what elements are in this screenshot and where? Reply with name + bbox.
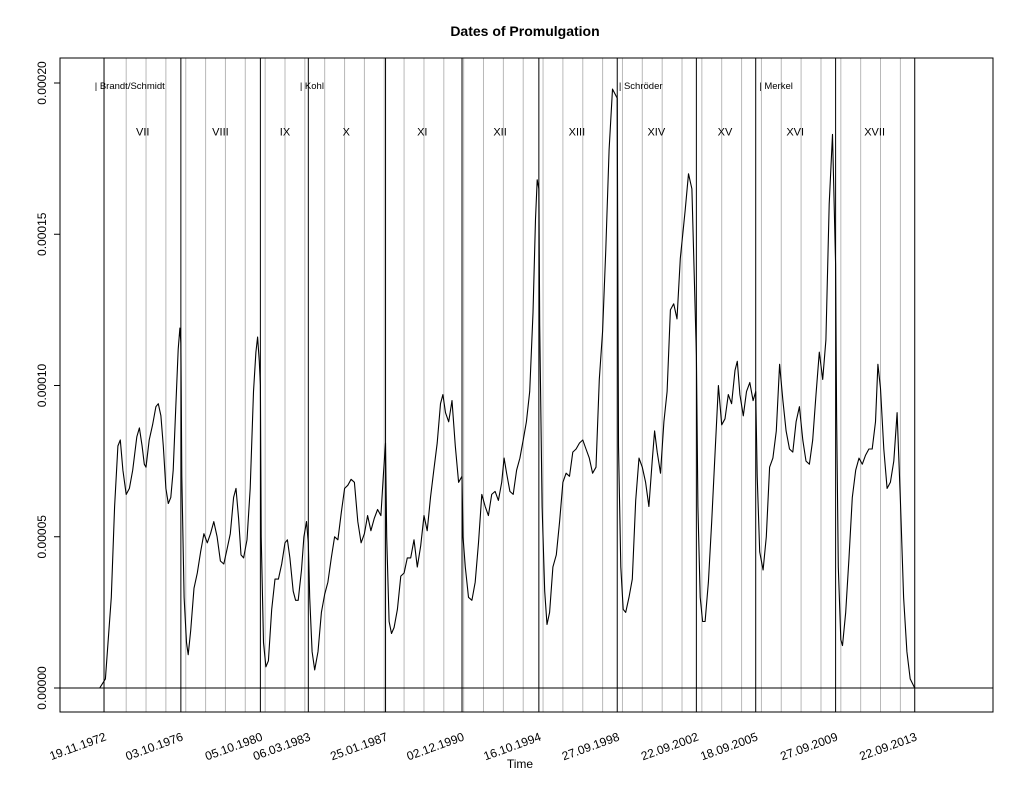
term-label: XIV	[647, 126, 665, 138]
y-tick-label: 0.00000	[35, 666, 49, 710]
x-axis-label: Time	[507, 757, 534, 771]
term-label: XIII	[569, 126, 586, 138]
chancellor-label: | Merkel	[759, 81, 793, 92]
term-label: VIII	[212, 126, 229, 138]
election-lines	[103, 58, 916, 712]
term-label: IX	[280, 126, 291, 138]
term-label: XII	[493, 126, 506, 138]
y-tick-label: 0.00005	[35, 515, 49, 559]
series-line-0	[99, 88, 916, 689]
y-tick-label: 0.00010	[35, 363, 49, 407]
term-label: XVI	[786, 126, 804, 138]
grid-layer	[125, 58, 901, 712]
chart-title: Dates of Promulgation	[450, 23, 599, 39]
plot-frame	[59, 57, 994, 713]
y-tick-label: 0.00020	[35, 61, 49, 105]
term-label: VII	[136, 126, 149, 138]
series-layer	[99, 88, 916, 689]
term-label: X	[343, 126, 351, 138]
chancellor-label: | Kohl	[300, 81, 324, 92]
chancellor-label: | Schröder	[619, 81, 663, 92]
y-axis: 0.00000 0.00005 0.00010 0.00015 0.00020	[35, 61, 60, 710]
chancellor-label: | Brandt/Schmidt	[95, 81, 165, 92]
term-label: XVII	[864, 126, 885, 138]
y-tick-label: 0.00015	[35, 212, 49, 256]
term-label: XI	[417, 126, 427, 138]
term-label: XV	[718, 126, 733, 138]
annotation-layer: | Brandt/Schmidt | Kohl | Schröder | Merkel…	[95, 81, 885, 138]
